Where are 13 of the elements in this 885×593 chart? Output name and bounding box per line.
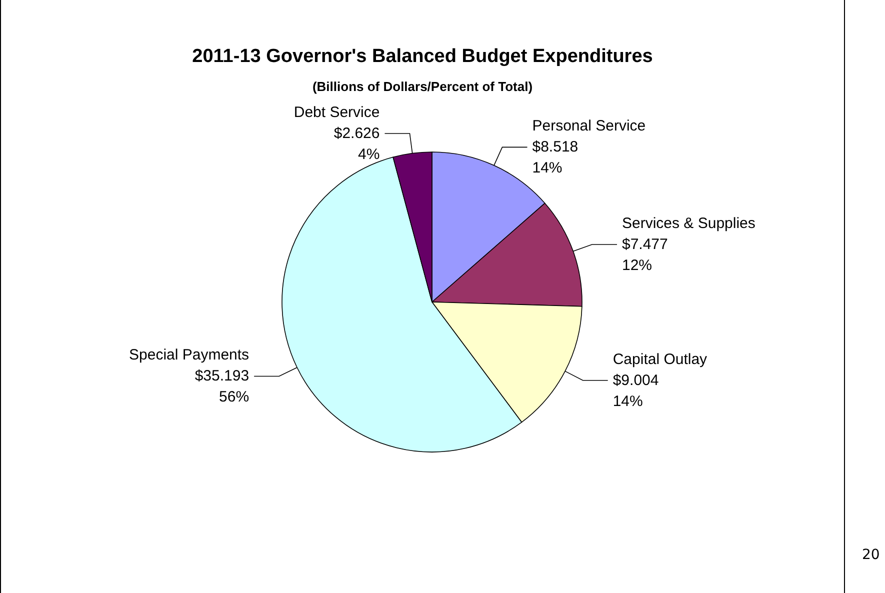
data-label: $7.477 12% [622, 236, 668, 274]
slice-label: Services & Supplies [622, 215, 756, 232]
data-label: $35.193 56% [194, 368, 250, 406]
chart-title: 2011-13 Governor's Balanced Budget Expenditures [192, 46, 653, 67]
slice-label: Personal Service [532, 118, 646, 135]
slice-label: Capital Outlay [612, 350, 708, 368]
chart-subtitle: (Billions of Dollars/Percent of Total) [312, 79, 533, 94]
slice-label: Debt Service [294, 104, 380, 121]
text: 20 [862, 547, 880, 563]
data-label: $2.626 4% [334, 124, 380, 163]
data-label: $8.518 14% [532, 138, 578, 177]
data-label: $9.004 14% [612, 372, 659, 410]
slice-label: Special Payments [129, 346, 250, 364]
